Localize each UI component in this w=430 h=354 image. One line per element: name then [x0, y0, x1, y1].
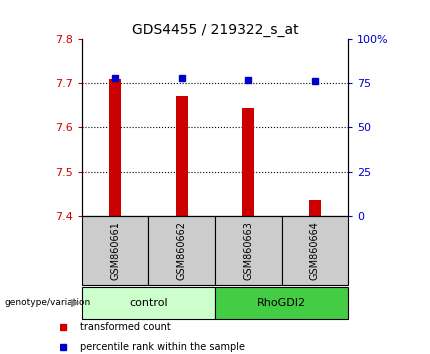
Text: GSM860664: GSM860664	[310, 221, 320, 280]
Bar	[215, 216, 282, 285]
Bar	[176, 97, 187, 216]
Text: GSM860662: GSM860662	[177, 221, 187, 280]
Bar	[282, 216, 348, 285]
Text: ▶: ▶	[71, 298, 80, 308]
Bar	[309, 200, 321, 216]
Text: genotype/variation: genotype/variation	[4, 298, 91, 307]
Bar	[215, 287, 348, 319]
Text: transformed count: transformed count	[80, 322, 171, 332]
Text: percentile rank within the sample: percentile rank within the sample	[80, 342, 246, 352]
Text: GSM860661: GSM860661	[110, 221, 120, 280]
Bar	[82, 216, 148, 285]
Bar	[82, 287, 215, 319]
Text: RhoGDI2: RhoGDI2	[257, 298, 306, 308]
Text: control: control	[129, 298, 168, 308]
Bar	[109, 79, 121, 216]
Title: GDS4455 / 219322_s_at: GDS4455 / 219322_s_at	[132, 23, 298, 36]
Bar	[148, 216, 215, 285]
Text: GSM860663: GSM860663	[243, 221, 253, 280]
Bar	[243, 108, 254, 216]
